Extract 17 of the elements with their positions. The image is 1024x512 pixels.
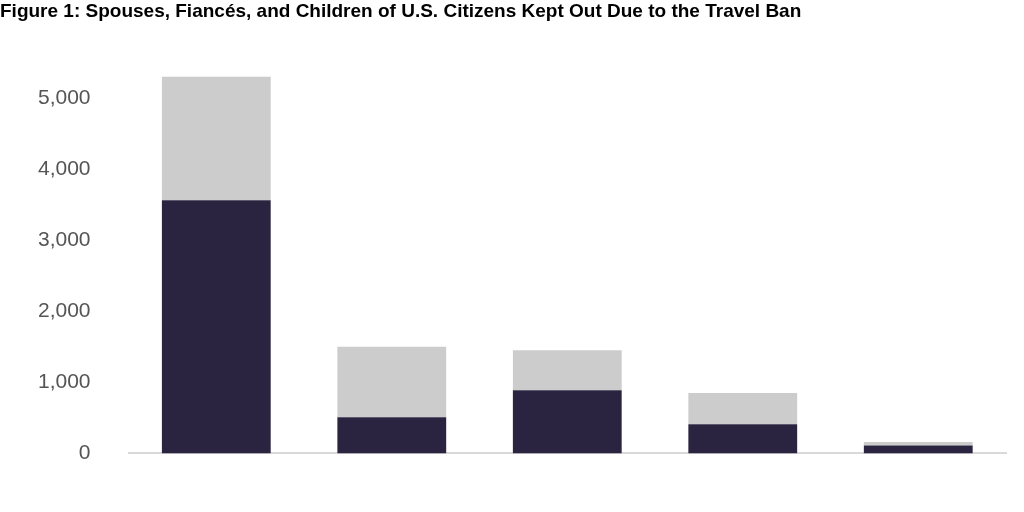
chart-title: Figure 1: Spouses, Fiancés, and Children of U.S. Citizens Kept Out Due to the Travel Ban	[0, 0, 803, 22]
y-tick-label: 5,000	[37, 84, 91, 108]
bar	[512, 390, 622, 454]
y-tick-label: 4,000	[37, 155, 91, 179]
y-tick-label: 0	[78, 440, 91, 464]
bar	[161, 200, 271, 454]
bar	[337, 417, 447, 454]
bar	[337, 346, 447, 418]
bar	[688, 424, 798, 454]
y-tick-label: 1,000	[37, 369, 91, 393]
bar	[863, 442, 973, 446]
bar	[161, 76, 271, 201]
y-tick-label: 3,000	[37, 226, 91, 250]
bar	[863, 445, 973, 454]
bar	[688, 392, 798, 425]
y-tick-label: 2,000	[37, 298, 91, 322]
bar	[512, 350, 622, 391]
